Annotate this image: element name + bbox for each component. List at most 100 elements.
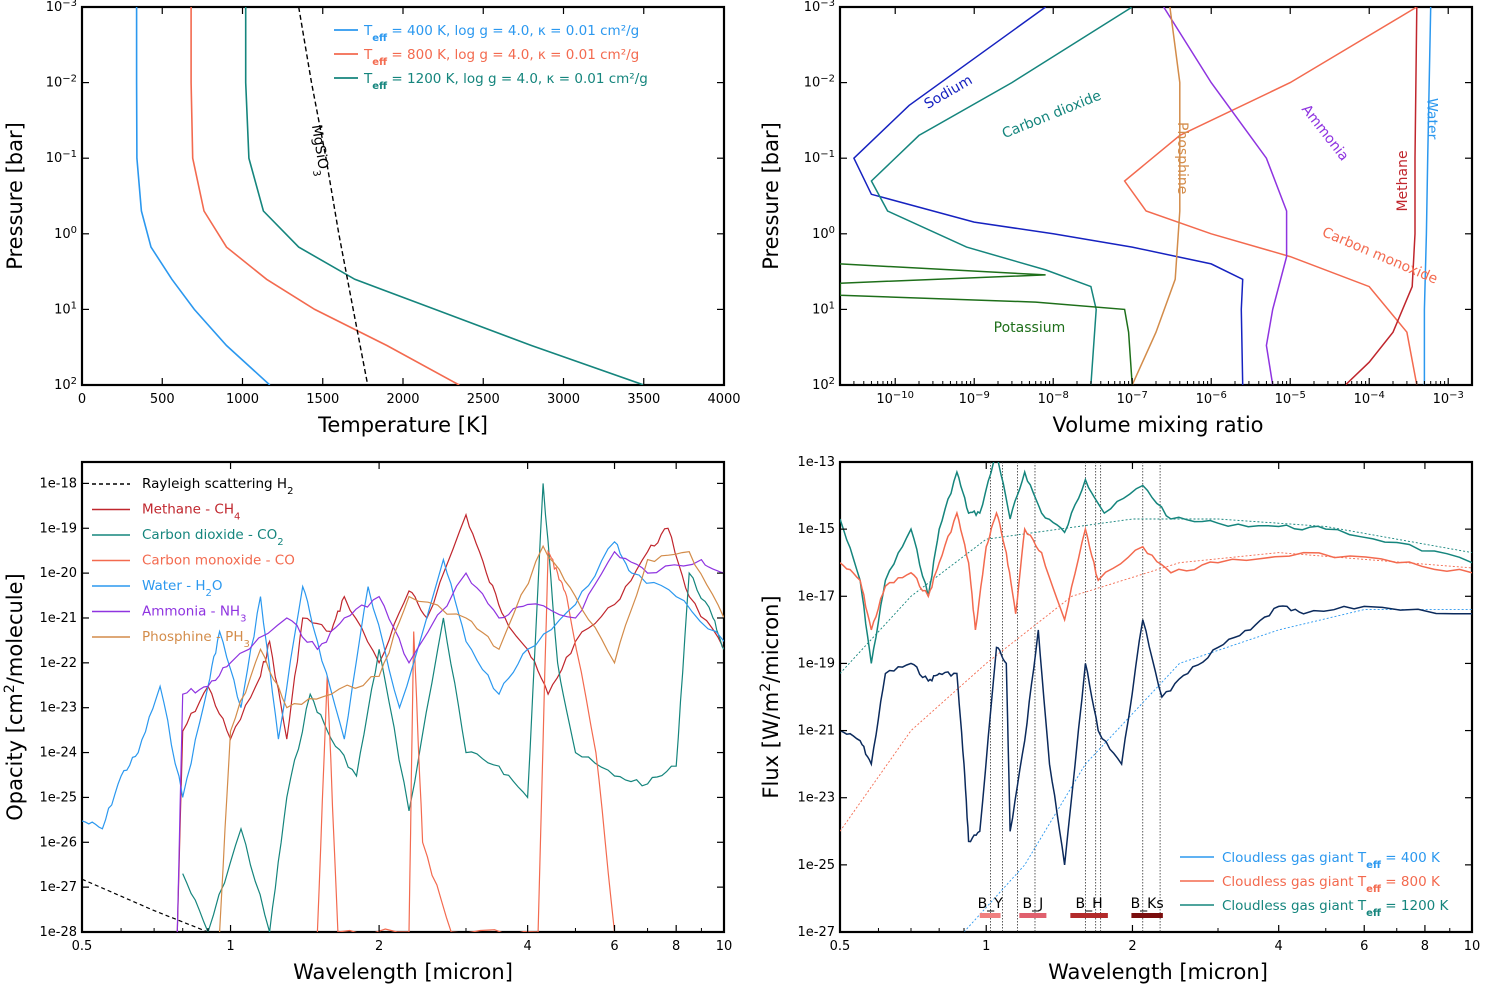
tick-label: 8 (1421, 939, 1429, 954)
tick-label: 1e-17 (797, 589, 835, 604)
legend-label: Rayleigh scattering H2 (142, 476, 293, 497)
tick-label: 100 (54, 224, 77, 242)
legend: Rayleigh scattering H2 Methane - CH4 Carbo… (92, 476, 295, 650)
opacity-panel: 0.5 1 2 4 6 8 10 1e-18 1e-19 1e-20 1e-21 1e-22 1e-23… (2, 460, 733, 984)
tick-label: 3500 (627, 392, 660, 407)
opacity-line (219, 544, 724, 932)
tick-label: 1e-27 (39, 880, 77, 895)
tick-label: 3000 (547, 392, 580, 407)
legend-label: Phosphine - PH3 (142, 629, 250, 650)
abundance-line-potassium (840, 263, 1133, 385)
tick-label: 500 (150, 392, 175, 407)
spectrum-line (840, 462, 1472, 664)
tick-label: 1e-23 (39, 701, 77, 716)
opacity-line (316, 549, 616, 932)
y-axis-label: Pressure [bar] (3, 122, 27, 270)
tick-label: 1e-18 (39, 476, 77, 491)
tick-label: 2500 (467, 392, 500, 407)
tick-label: 10−3 (46, 0, 77, 15)
tick-label: 10−9 (959, 390, 990, 408)
tick-label: 1e-25 (797, 858, 835, 873)
abundance-line-sodium (852, 7, 1244, 385)
legend: Teff = 400 K, log g = 4.0, κ = 0.01 cm²/… (334, 23, 648, 92)
legend-label: Teff = 800 K, log g = 4.0, κ = 0.01 cm²/… (363, 47, 639, 68)
filter-band-label: B_Y (978, 896, 1004, 912)
opacity-line (82, 878, 209, 932)
tick-label: 10−8 (1038, 390, 1069, 408)
tick-label: 4000 (707, 392, 740, 407)
tick-label: 4 (523, 939, 531, 954)
tick-label: 1e-13 (797, 455, 835, 470)
tick-label: 0.5 (830, 939, 851, 954)
legend-label: Cloudless gas giant Teff = 1200 K (1222, 898, 1450, 919)
tick-label: 6 (610, 939, 618, 954)
series-label: Sodium (922, 72, 976, 112)
x-axis-label: Wavelength [micron] (293, 960, 513, 984)
series-label: Methane (1395, 150, 1411, 211)
pt-profile-panel: 0 500 1000 1500 2000 2500 3000 3500 4000 10−3 10−2… (3, 0, 741, 437)
blackbody-reference (840, 518, 1472, 674)
tick-label: 1e-21 (797, 724, 835, 739)
tick-label: 100 (812, 224, 835, 242)
legend-label: Cloudless gas giant Teff = 800 K (1222, 874, 1441, 895)
tick-label: 6 (1360, 939, 1368, 954)
pt-series-line (135, 7, 271, 385)
tick-label: 1e-24 (39, 746, 77, 761)
tick-label: 10−4 (1354, 390, 1385, 408)
condensation-label: MgSiO3 (304, 124, 332, 178)
opacity-line (82, 540, 724, 830)
tick-label: 101 (54, 300, 77, 318)
tick-label: 1500 (306, 392, 339, 407)
series-label: Potassium (994, 320, 1066, 336)
tick-label: 0 (78, 392, 86, 407)
spectrum-line (840, 510, 1472, 631)
tick-label: 1e-23 (797, 791, 835, 806)
condensation-curve (298, 7, 369, 385)
filter-band (1131, 913, 1163, 918)
blackbody-reference (963, 609, 1472, 932)
y-axis-label: Flux [W/m2/micron] (758, 595, 783, 798)
tick-label: 10−3 (804, 0, 835, 15)
plot-frame (838, 5, 1474, 387)
tick-label: 10−7 (1117, 390, 1148, 408)
series-label: Ammonia (1298, 102, 1352, 164)
x-axis-label: Volume mixing ratio (1052, 413, 1263, 437)
abundance-line-methane (1344, 7, 1418, 385)
tick-label: 10 (716, 939, 733, 954)
tick-label: 8 (672, 939, 680, 954)
tick-label: 2 (1128, 939, 1136, 954)
y-axis-label: Pressure [bar] (759, 122, 783, 270)
tick-label: 2 (375, 939, 383, 954)
tick-label: 4 (1275, 939, 1283, 954)
tick-label: 10−1 (804, 149, 835, 167)
legend: Cloudless gas giant Teff = 400 K Cloudles… (1180, 850, 1450, 919)
x-axis-label: Wavelength [micron] (1048, 960, 1268, 984)
legend-label: Ammonia - NH3 (142, 604, 246, 625)
tick-label: 10−10 (876, 390, 914, 408)
tick-label: 1e-19 (797, 656, 835, 671)
tick-label: 1e-26 (39, 835, 77, 850)
tick-label: 10−3 (1433, 390, 1464, 408)
tick-label: 101 (812, 300, 835, 318)
tick-label: 10−1 (46, 149, 77, 167)
series-label: Phosphine (1174, 122, 1190, 194)
tick-label: 1000 (226, 392, 259, 407)
tick-label: 1e-25 (39, 790, 77, 805)
tick-label: 10−2 (46, 73, 77, 91)
tick-label: 10−2 (804, 73, 835, 91)
tick-label: 1e-21 (39, 611, 77, 626)
spectra-panel: B_Y B_J B_H B_Ks 0.5 1 2 4 6 8 10 1e-13 1e-15 1e-17 1… (758, 455, 1480, 984)
filter-band (979, 913, 1001, 918)
filter-band (1019, 913, 1047, 918)
tick-label: 1e-19 (39, 521, 77, 536)
legend-label: Carbon dioxide - CO2 (142, 527, 284, 548)
pt-series-line (190, 7, 460, 385)
legend-label: Methane - CH4 (142, 502, 240, 523)
filter-band-label: B_J (1023, 896, 1044, 912)
tick-label: 1e-20 (39, 566, 77, 581)
abundance-line-water (1423, 7, 1432, 385)
legend-label: Cloudless gas giant Teff = 400 K (1222, 850, 1441, 871)
tick-label: 1 (226, 939, 234, 954)
series-label: Carbon monoxide (1320, 224, 1440, 287)
